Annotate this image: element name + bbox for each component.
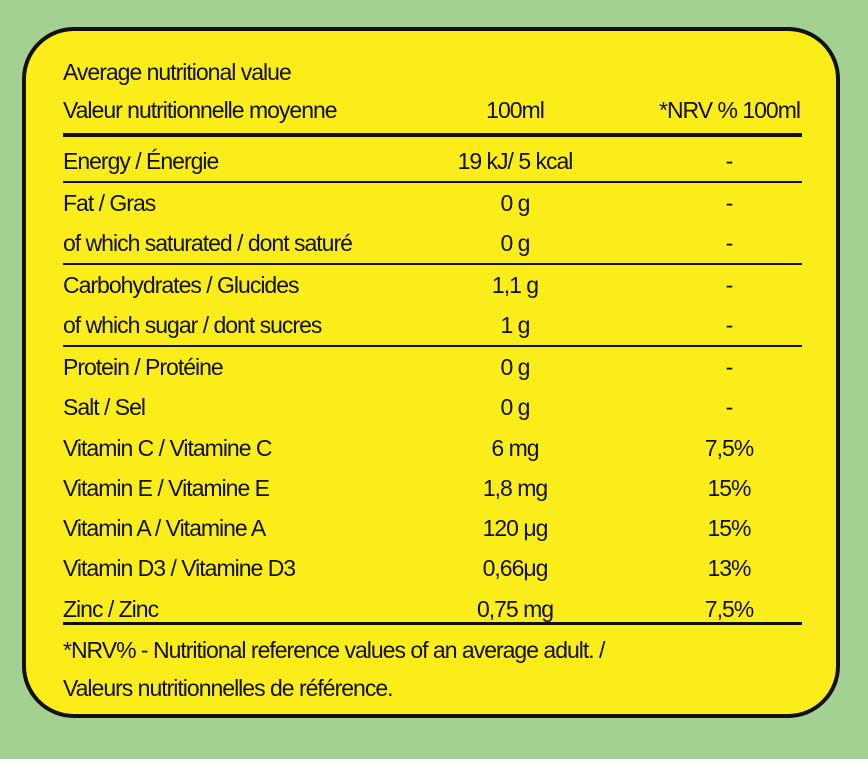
header-title-fr: Valeur nutritionnelle moyenne — [63, 97, 338, 123]
row-divider — [63, 345, 802, 347]
table-row: Vitamin E / Vitamine E 1,8 mg 15% — [63, 468, 802, 508]
nutrient-label: Fat / Gras — [63, 189, 156, 216]
nutrient-value: 1 g — [500, 312, 531, 339]
nutrition-table: Energy / Énergie 19 kJ/ 5 kcal - Fat / G… — [63, 141, 802, 629]
nutrient-value: 0 g — [500, 394, 531, 421]
footnote-line-fr: Valeurs nutritionnelles de référence. — [63, 675, 394, 701]
nutrient-nrv: 15% — [707, 474, 751, 501]
header-nrv: *NRV % 100ml — [659, 97, 801, 123]
nutrient-value: 1,8 mg — [482, 474, 548, 501]
nutrient-label: Zinc / Zinc — [63, 595, 159, 622]
row-divider — [63, 263, 802, 265]
table-row: Vitamin A / Vitamine A 120 μg 15% — [63, 508, 802, 548]
nutrient-nrv: 7,5% — [704, 595, 754, 622]
nutrient-label: Vitamin C / Vitamine C — [63, 434, 273, 461]
header-title-en: Average nutritional value — [63, 59, 292, 85]
nutrient-value: 120 μg — [482, 515, 549, 542]
nutrient-nrv: 7,5% — [704, 434, 754, 461]
table-row: Protein / Protéine 0 g - — [63, 347, 802, 387]
nutrient-value: 19 kJ/ 5 kcal — [457, 148, 574, 174]
table-row: Fat / Gras 0 g - — [63, 183, 802, 223]
nutrient-nrv: 15% — [707, 515, 751, 542]
header-per-100ml: 100ml — [486, 97, 545, 123]
nutrient-value: 0,66μg — [482, 555, 549, 582]
table-row: Vitamin D3 / Vitamine D3 0,66μg 13% — [63, 548, 802, 588]
footnote-line-en: *NRV% - Nutritional reference values of … — [63, 637, 605, 663]
nutrient-nrv: - — [725, 230, 734, 257]
nutrient-nrv: - — [725, 271, 734, 298]
table-row: Carbohydrates / Glucides 1,1 g - — [63, 265, 802, 305]
nutrient-nrv: - — [725, 189, 734, 216]
nutrient-nrv: - — [725, 312, 734, 339]
nutrient-label: of which saturated / dont saturé — [63, 230, 353, 257]
nutrient-label: Vitamin D3 / Vitamine D3 — [63, 555, 296, 582]
nutrient-value: 1,1 g — [491, 271, 539, 298]
nutrient-value: 0 g — [500, 230, 531, 257]
header-divider — [63, 133, 802, 137]
table-row: of which sugar / dont sucres 1 g - — [63, 305, 802, 345]
footnote-divider — [63, 622, 802, 625]
nutrient-label: Energy / Énergie — [63, 148, 219, 174]
nutrient-label: of which sugar / dont sucres — [63, 312, 322, 339]
table-header: Average nutritional value Valeur nutriti… — [63, 57, 808, 133]
nutrient-label: Salt / Sel — [63, 394, 146, 421]
nutrient-label: Vitamin E / Vitamine E — [63, 474, 270, 501]
table-row: Vitamin C / Vitamine C 6 mg 7,5% — [63, 428, 802, 468]
nutrient-label: Vitamin A / Vitamine A — [63, 515, 266, 542]
nutrient-value: 0 g — [500, 189, 531, 216]
table-row: Zinc / Zinc 0,75 mg 7,5% — [63, 589, 802, 629]
nutrient-nrv: 13% — [707, 555, 751, 582]
row-divider — [63, 181, 802, 183]
nutrition-facts-panel: Average nutritional value Valeur nutriti… — [22, 27, 840, 718]
nutrient-nrv: - — [725, 353, 734, 380]
nutrient-nrv: - — [725, 394, 734, 421]
nutrient-value: 0,75 mg — [476, 595, 554, 622]
nutrient-label: Carbohydrates / Glucides — [63, 271, 300, 298]
nutrient-nrv: - — [725, 148, 734, 174]
nutrient-value: 6 mg — [491, 434, 539, 461]
table-row: of which saturated / dont saturé 0 g - — [63, 223, 802, 263]
table-row: Salt / Sel 0 g - — [63, 387, 802, 427]
nutrient-label: Protein / Protéine — [63, 353, 224, 380]
nutrient-value: 0 g — [500, 353, 531, 380]
footnote: *NRV% - Nutritional reference values of … — [63, 631, 605, 707]
table-row: Energy / Énergie 19 kJ/ 5 kcal - — [63, 141, 802, 181]
